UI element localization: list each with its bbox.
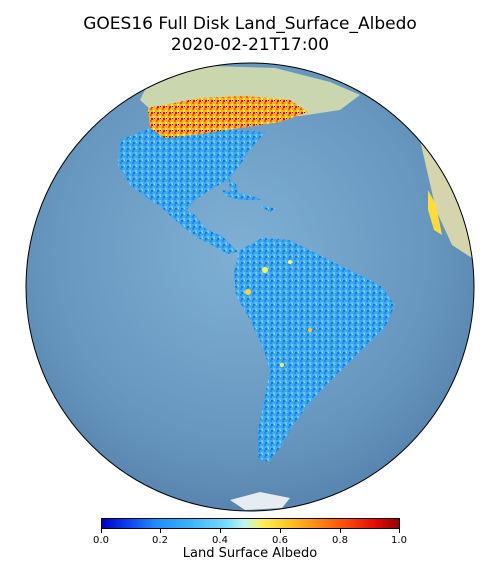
albedo-highlight: [245, 289, 251, 295]
south-america-albedo: [234, 238, 395, 462]
colorbar-tick: [399, 529, 400, 533]
colorbar-tick-label: 0.8: [332, 535, 348, 546]
colorbar-tick: [340, 529, 341, 533]
colorbar-tick-label: 0.0: [93, 535, 109, 546]
north-america-albedo: [118, 126, 265, 212]
caribbean-islands: [222, 190, 262, 200]
africa-albedo-strip: [428, 190, 442, 235]
albedo-highlight: [288, 260, 292, 264]
albedo-highlight: [262, 267, 268, 273]
colorbar-tick-label: 1.0: [391, 535, 407, 546]
africa-terrain: [420, 140, 474, 262]
disk-outline: [25, 62, 475, 512]
colorbar-tick: [280, 529, 281, 533]
colorbar-tick-label: 0.4: [212, 535, 228, 546]
albedo-highlight: [308, 328, 312, 332]
antarctica: [230, 492, 290, 510]
colorbar-tick: [220, 529, 221, 533]
colorbar-tick: [101, 529, 102, 533]
central-america-albedo: [150, 195, 238, 254]
hispaniola: [260, 206, 276, 212]
colorbar-label: Land Surface Albedo: [182, 546, 318, 561]
colorbar-tick-label: 0.2: [152, 535, 168, 546]
albedo-highlight: [280, 363, 284, 367]
map-timestamp: 2020-02-21T17:00: [170, 35, 330, 55]
colorbar-tick: [160, 529, 161, 533]
colorbar-tick-label: 0.6: [272, 535, 288, 546]
colorbar: [101, 518, 400, 529]
snow-cover-canada: [148, 96, 308, 138]
map-title: GOES16 Full Disk Land_Surface_Albedo: [83, 14, 417, 34]
